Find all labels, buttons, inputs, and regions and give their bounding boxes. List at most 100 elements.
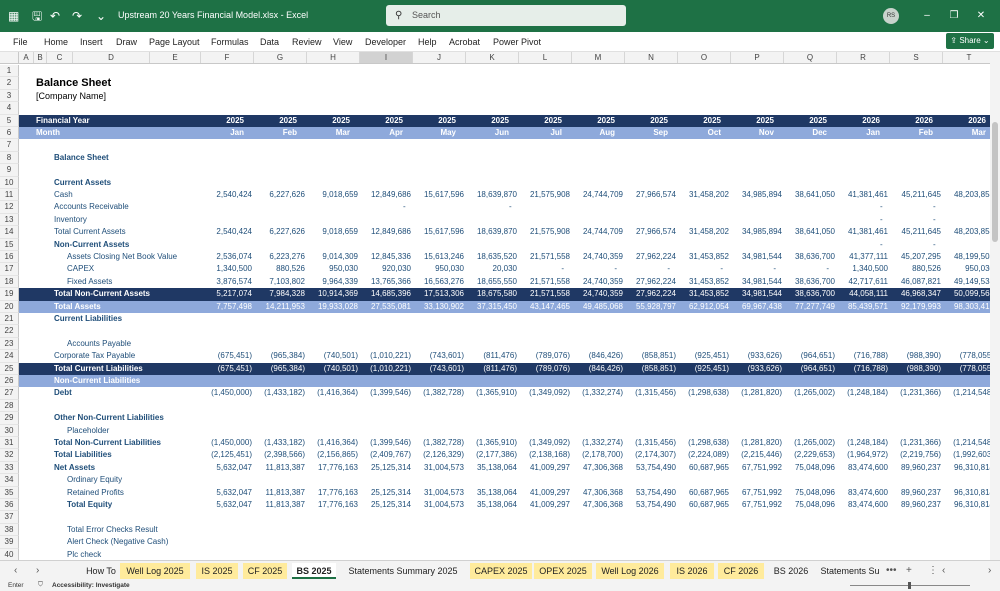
- value-cell[interactable]: 24,740,359: [582, 276, 623, 286]
- sheet-tab-capex-2025[interactable]: CAPEX 2025: [470, 563, 532, 579]
- value-cell[interactable]: 7,757,498: [216, 301, 252, 311]
- value-cell[interactable]: -: [720, 264, 723, 274]
- value-cell[interactable]: (675,451): [217, 351, 252, 361]
- value-cell[interactable]: 53,754,490: [635, 462, 676, 472]
- column-header-g[interactable]: G: [254, 52, 307, 63]
- redo-icon[interactable]: ↷: [72, 9, 83, 23]
- value-cell[interactable]: 24,744,709: [582, 227, 623, 237]
- value-cell[interactable]: 38,641,050: [794, 190, 835, 199]
- row-header[interactable]: 27: [0, 387, 19, 400]
- month-cell[interactable]: May: [440, 128, 456, 137]
- year-cell[interactable]: 2026: [862, 115, 880, 125]
- value-cell[interactable]: 31,458,202: [688, 190, 729, 199]
- value-cell[interactable]: 13,765,366: [370, 276, 411, 286]
- row-label[interactable]: Accounts Payable: [67, 338, 132, 348]
- tab-bar-menu-icon[interactable]: ⋮: [928, 565, 938, 576]
- value-cell[interactable]: 41,377,111: [849, 252, 888, 261]
- row-header[interactable]: 33: [0, 461, 19, 475]
- value-cell[interactable]: (1,416,364): [317, 438, 358, 447]
- row-header[interactable]: 15: [0, 238, 19, 251]
- vertical-scroll-thumb[interactable]: [992, 122, 998, 242]
- column-header-f[interactable]: F: [201, 52, 254, 63]
- value-cell[interactable]: (1,433,182): [264, 388, 305, 398]
- value-cell[interactable]: 18,639,870: [476, 227, 517, 237]
- value-cell[interactable]: (778,055): [959, 363, 990, 373]
- value-cell[interactable]: (2,215,446): [741, 450, 782, 460]
- value-cell[interactable]: 45,211,645: [901, 227, 941, 237]
- menu-acrobat[interactable]: Acrobat: [449, 37, 481, 47]
- row-label[interactable]: Net Assets: [54, 462, 96, 472]
- row-label[interactable]: Plc check: [67, 549, 102, 559]
- value-cell[interactable]: (1,214,548): [953, 388, 990, 398]
- row-header[interactable]: 8: [0, 151, 19, 165]
- value-cell[interactable]: 9,018,659: [322, 227, 358, 237]
- close-icon[interactable]: ✕: [976, 10, 986, 21]
- month-cell[interactable]: Jun: [494, 128, 509, 137]
- menu-developer[interactable]: Developer: [365, 37, 407, 47]
- value-cell[interactable]: 18,639,870: [476, 190, 517, 199]
- month-cell[interactable]: Sep: [653, 128, 668, 137]
- row-header[interactable]: 29: [0, 412, 19, 425]
- value-cell[interactable]: 14,685,396: [370, 289, 411, 299]
- value-cell[interactable]: 35,138,064: [476, 487, 517, 497]
- value-cell[interactable]: 38,636,700: [794, 289, 835, 299]
- row-label[interactable]: Total Assets: [54, 301, 101, 311]
- sheet-title[interactable]: Balance Sheet: [36, 77, 112, 90]
- value-cell[interactable]: (988,390): [906, 363, 941, 373]
- add-sheet-icon[interactable]: +: [906, 565, 912, 576]
- row-label[interactable]: Total Current Assets: [54, 227, 126, 237]
- value-cell[interactable]: (1,332,274): [582, 438, 623, 447]
- column-header-l[interactable]: L: [519, 52, 572, 63]
- month-cell[interactable]: Mar: [335, 128, 350, 137]
- value-cell[interactable]: (2,177,386): [476, 450, 517, 460]
- row-label[interactable]: Retained Profits: [67, 487, 124, 497]
- row-label[interactable]: Corporate Tax Payable: [54, 351, 136, 361]
- row-header[interactable]: 24: [0, 350, 19, 363]
- value-cell[interactable]: 14,211,953: [265, 301, 305, 311]
- year-cell[interactable]: 2025: [491, 115, 509, 125]
- value-cell[interactable]: 47,306,368: [582, 500, 623, 509]
- value-cell[interactable]: 50,099,563: [953, 289, 990, 299]
- value-cell[interactable]: 3,876,574: [216, 276, 252, 286]
- month-cell[interactable]: Apr: [389, 128, 403, 137]
- column-header-a[interactable]: A: [19, 52, 34, 63]
- value-cell[interactable]: 53,754,490: [635, 487, 676, 497]
- value-cell[interactable]: (1,315,456): [635, 388, 676, 398]
- row-header[interactable]: 31: [0, 437, 19, 450]
- row-header[interactable]: 18: [0, 275, 19, 289]
- column-header-p[interactable]: P: [731, 52, 784, 63]
- row-label[interactable]: Total Equity: [67, 500, 113, 509]
- month-cell[interactable]: Jan: [866, 128, 880, 137]
- value-cell[interactable]: 21,575,908: [529, 227, 570, 237]
- column-header-h[interactable]: H: [307, 52, 360, 63]
- value-cell[interactable]: 96,310,814: [953, 487, 990, 497]
- row-header[interactable]: 25: [0, 362, 19, 375]
- avatar[interactable]: RS: [883, 8, 899, 24]
- value-cell[interactable]: 46,087,821: [900, 276, 941, 286]
- sheet-tab-statements-su[interactable]: Statements Su: [820, 566, 880, 576]
- column-header-j[interactable]: J: [413, 52, 466, 63]
- accessibility-status[interactable]: Accessibility: Investigate: [52, 582, 130, 589]
- value-cell[interactable]: 9,018,659: [322, 190, 358, 199]
- row-label[interactable]: Total Liabilities: [54, 450, 112, 460]
- value-cell[interactable]: (1,332,274): [582, 388, 623, 398]
- value-cell[interactable]: 11,813,387: [265, 487, 305, 497]
- value-cell[interactable]: -: [614, 264, 617, 274]
- value-cell[interactable]: (933,626): [747, 351, 782, 361]
- save-icon[interactable]: 🖫: [32, 9, 43, 23]
- value-cell[interactable]: (965,384): [270, 363, 305, 373]
- value-cell[interactable]: (858,851): [641, 351, 676, 361]
- value-cell[interactable]: 53,754,490: [635, 500, 676, 509]
- value-cell[interactable]: 48,199,503: [953, 252, 990, 261]
- value-cell[interactable]: 45,211,645: [901, 190, 941, 199]
- column-header-o[interactable]: O: [678, 52, 731, 63]
- value-cell[interactable]: (1,281,820): [741, 388, 782, 398]
- value-cell[interactable]: 46,968,347: [900, 289, 941, 299]
- value-cell[interactable]: 950,030: [329, 264, 358, 274]
- value-cell[interactable]: 48,203,853: [953, 227, 990, 237]
- value-cell[interactable]: 45,207,295: [900, 252, 941, 261]
- value-cell[interactable]: (965,384): [270, 351, 305, 361]
- sheet-tab-is-2025[interactable]: IS 2025: [196, 563, 238, 579]
- menu-formulas[interactable]: Formulas: [211, 37, 249, 47]
- value-cell[interactable]: (925,451): [694, 351, 729, 361]
